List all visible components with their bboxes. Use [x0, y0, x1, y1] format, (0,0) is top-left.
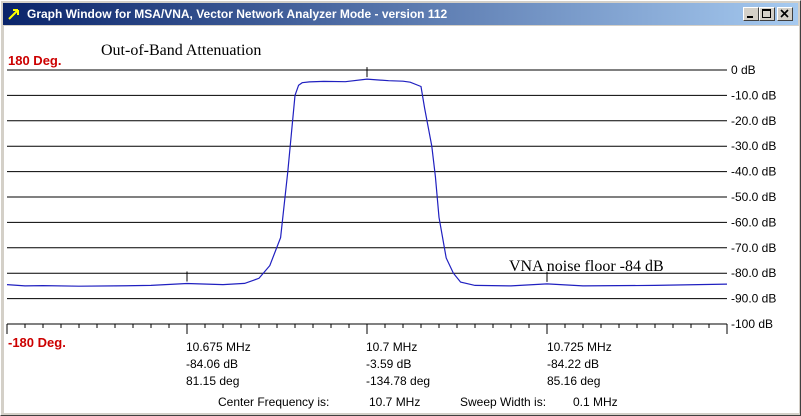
close-button[interactable] — [777, 7, 793, 21]
x-ticks — [6, 324, 728, 334]
marker-readout: -84.22 dB — [547, 357, 599, 371]
arrow-icon[interactable] — [6, 6, 22, 22]
y-tick-label: -100 dB — [731, 317, 773, 331]
y-tick-label: -20.0 dB — [731, 114, 776, 128]
window-title: Graph Window for MSA/VNA, Vector Network… — [27, 7, 448, 21]
phase-bottom-label: -180 Deg. — [8, 335, 66, 350]
marker-readout: -3.59 dB — [366, 357, 411, 371]
y-tick-label: -30.0 dB — [731, 139, 776, 153]
sweep-width-value: 0.1 MHz — [573, 395, 618, 409]
minimize-button[interactable] — [743, 7, 759, 21]
minimize-icon — [747, 16, 753, 18]
close-icon — [780, 9, 789, 18]
phase-top-label: 180 Deg. — [8, 53, 61, 68]
marker-readout: 10.675 MHz — [186, 340, 251, 354]
marker-readouts: 10.675 MHz -84.06 dB 81.15 deg 10.7 MHz -3.5… — [186, 340, 612, 388]
center-frequency-value: 10.7 MHz — [369, 395, 420, 409]
y-tick-label: -40.0 dB — [731, 165, 776, 179]
marker-readout: 10.725 MHz — [547, 340, 612, 354]
y-tick-label: 0 dB — [731, 63, 756, 77]
y-tick-label: -60.0 dB — [731, 215, 776, 229]
maximize-button[interactable] — [759, 7, 775, 21]
marker-readout: 10.7 MHz — [366, 340, 417, 354]
maximize-icon — [762, 9, 771, 18]
y-tick-label: -80.0 dB — [731, 266, 776, 280]
y-axis-labels: 0 dB -10.0 dB -20.0 dB -30.0 dB -40.0 dB -50.… — [731, 63, 776, 331]
title-bar[interactable]: Graph Window for MSA/VNA, Vector Network… — [3, 3, 798, 25]
y-tick-label: -10.0 dB — [731, 88, 776, 102]
marker-ticks — [186, 67, 548, 282]
marker-readout: 85.16 deg — [547, 374, 600, 388]
sweep-width-label: Sweep Width is: — [460, 395, 546, 409]
graph-area[interactable]: 0 dB -10.0 dB -20.0 dB -30.0 dB -40.0 dB -50.… — [4, 26, 799, 413]
y-tick-label: -90.0 dB — [731, 292, 776, 306]
chart-grid — [7, 69, 727, 325]
noise-floor-annotation: VNA noise floor -84 dB — [509, 258, 664, 275]
chart-title: Out-of-Band Attenuation — [101, 42, 261, 59]
marker-readout: 81.15 deg — [186, 374, 239, 388]
vna-chart: 0 dB -10.0 dB -20.0 dB -30.0 dB -40.0 dB -50.… — [6, 42, 776, 409]
y-tick-label: -50.0 dB — [731, 190, 776, 204]
center-frequency-label: Center Frequency is: — [218, 395, 329, 409]
series-line — [6, 78, 728, 287]
marker-readout: -134.78 deg — [366, 374, 430, 388]
marker-readout: -84.06 dB — [186, 357, 238, 371]
y-tick-label: -70.0 dB — [731, 241, 776, 255]
